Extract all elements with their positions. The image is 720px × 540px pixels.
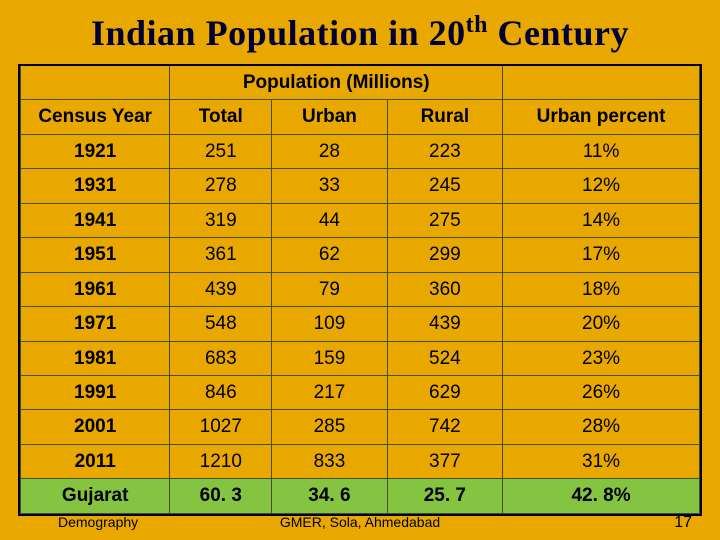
table-row: 2011121083337731% xyxy=(21,444,700,478)
table-cell: 26% xyxy=(503,375,700,409)
table-cell: 275 xyxy=(387,203,502,237)
table-cell: 245 xyxy=(387,169,502,203)
table-cell: 251 xyxy=(170,134,272,168)
column-header-row: Census Year Total Urban Rural Urban perc… xyxy=(21,100,700,134)
table-cell: 360 xyxy=(387,272,502,306)
title-part-b: Century xyxy=(488,13,629,53)
table-row: 19614397936018% xyxy=(21,272,700,306)
table-cell: 42. 8% xyxy=(503,479,700,513)
table-cell: 223 xyxy=(387,134,502,168)
table-cell: 109 xyxy=(272,307,387,341)
table-cell: 361 xyxy=(170,238,272,272)
group-header-row: Population (Millions) xyxy=(21,66,700,100)
table-cell: 44 xyxy=(272,203,387,237)
table-cell: 217 xyxy=(272,375,387,409)
table-cell: 377 xyxy=(387,444,502,478)
title-part-a: Indian Population in 20 xyxy=(91,13,466,53)
table-cell: 1951 xyxy=(21,238,170,272)
table-cell: 742 xyxy=(387,410,502,444)
table-cell: 34. 6 xyxy=(272,479,387,513)
table-cell: 23% xyxy=(503,341,700,375)
group-header-blank-right xyxy=(503,66,700,100)
table-cell: 319 xyxy=(170,203,272,237)
table-cell: 1971 xyxy=(21,307,170,341)
table-row: 19312783324512% xyxy=(21,169,700,203)
table-cell: 62 xyxy=(272,238,387,272)
table-row: Gujarat60. 334. 625. 742. 8% xyxy=(21,479,700,513)
col-rural: Rural xyxy=(387,100,502,134)
footer-center: GMER, Sola, Ahmedabad xyxy=(0,514,720,530)
table-cell: 846 xyxy=(170,375,272,409)
table-cell: 18% xyxy=(503,272,700,306)
table-row: 2001102728574228% xyxy=(21,410,700,444)
table-cell: 25. 7 xyxy=(387,479,502,513)
table-row: 199184621762926% xyxy=(21,375,700,409)
table-cell: 20% xyxy=(503,307,700,341)
table-row: 197154810943920% xyxy=(21,307,700,341)
table-cell: 1981 xyxy=(21,341,170,375)
group-header-population: Population (Millions) xyxy=(170,66,503,100)
table-cell: 629 xyxy=(387,375,502,409)
table-cell: 1921 xyxy=(21,134,170,168)
col-total: Total xyxy=(170,100,272,134)
table-cell: 833 xyxy=(272,444,387,478)
table-cell: 79 xyxy=(272,272,387,306)
table-cell: 278 xyxy=(170,169,272,203)
table-cell: 11% xyxy=(503,134,700,168)
table-row: 19212512822311% xyxy=(21,134,700,168)
table-row: 19413194427514% xyxy=(21,203,700,237)
table-cell: 299 xyxy=(387,238,502,272)
table-cell: 524 xyxy=(387,341,502,375)
population-table-wrap: Population (Millions) Census Year Total … xyxy=(18,64,702,516)
table-cell: 1027 xyxy=(170,410,272,444)
col-urban-percent: Urban percent xyxy=(503,100,700,134)
table-cell: 12% xyxy=(503,169,700,203)
table-cell: 1210 xyxy=(170,444,272,478)
table-cell: 28% xyxy=(503,410,700,444)
col-census-year: Census Year xyxy=(21,100,170,134)
table-cell: 14% xyxy=(503,203,700,237)
table-cell: 285 xyxy=(272,410,387,444)
table-cell: 1931 xyxy=(21,169,170,203)
col-urban: Urban xyxy=(272,100,387,134)
table-cell: 1991 xyxy=(21,375,170,409)
slide-title: Indian Population in 20th Century xyxy=(0,0,720,64)
table-cell: 28 xyxy=(272,134,387,168)
table-cell: 31% xyxy=(503,444,700,478)
table-cell: 2001 xyxy=(21,410,170,444)
population-table: Population (Millions) Census Year Total … xyxy=(20,66,700,514)
table-cell: 159 xyxy=(272,341,387,375)
table-body: 19212512822311%19312783324512%1941319442… xyxy=(21,134,700,513)
footer-page-number: 17 xyxy=(674,514,692,532)
table-row: 198168315952423% xyxy=(21,341,700,375)
table-cell: 60. 3 xyxy=(170,479,272,513)
title-superscript: th xyxy=(466,12,488,38)
table-cell: 1961 xyxy=(21,272,170,306)
table-cell: 548 xyxy=(170,307,272,341)
table-cell: Gujarat xyxy=(21,479,170,513)
table-cell: 683 xyxy=(170,341,272,375)
table-cell: 439 xyxy=(170,272,272,306)
table-cell: 2011 xyxy=(21,444,170,478)
table-cell: 33 xyxy=(272,169,387,203)
table-cell: 439 xyxy=(387,307,502,341)
table-cell: 17% xyxy=(503,238,700,272)
table-row: 19513616229917% xyxy=(21,238,700,272)
group-header-blank xyxy=(21,66,170,100)
table-cell: 1941 xyxy=(21,203,170,237)
